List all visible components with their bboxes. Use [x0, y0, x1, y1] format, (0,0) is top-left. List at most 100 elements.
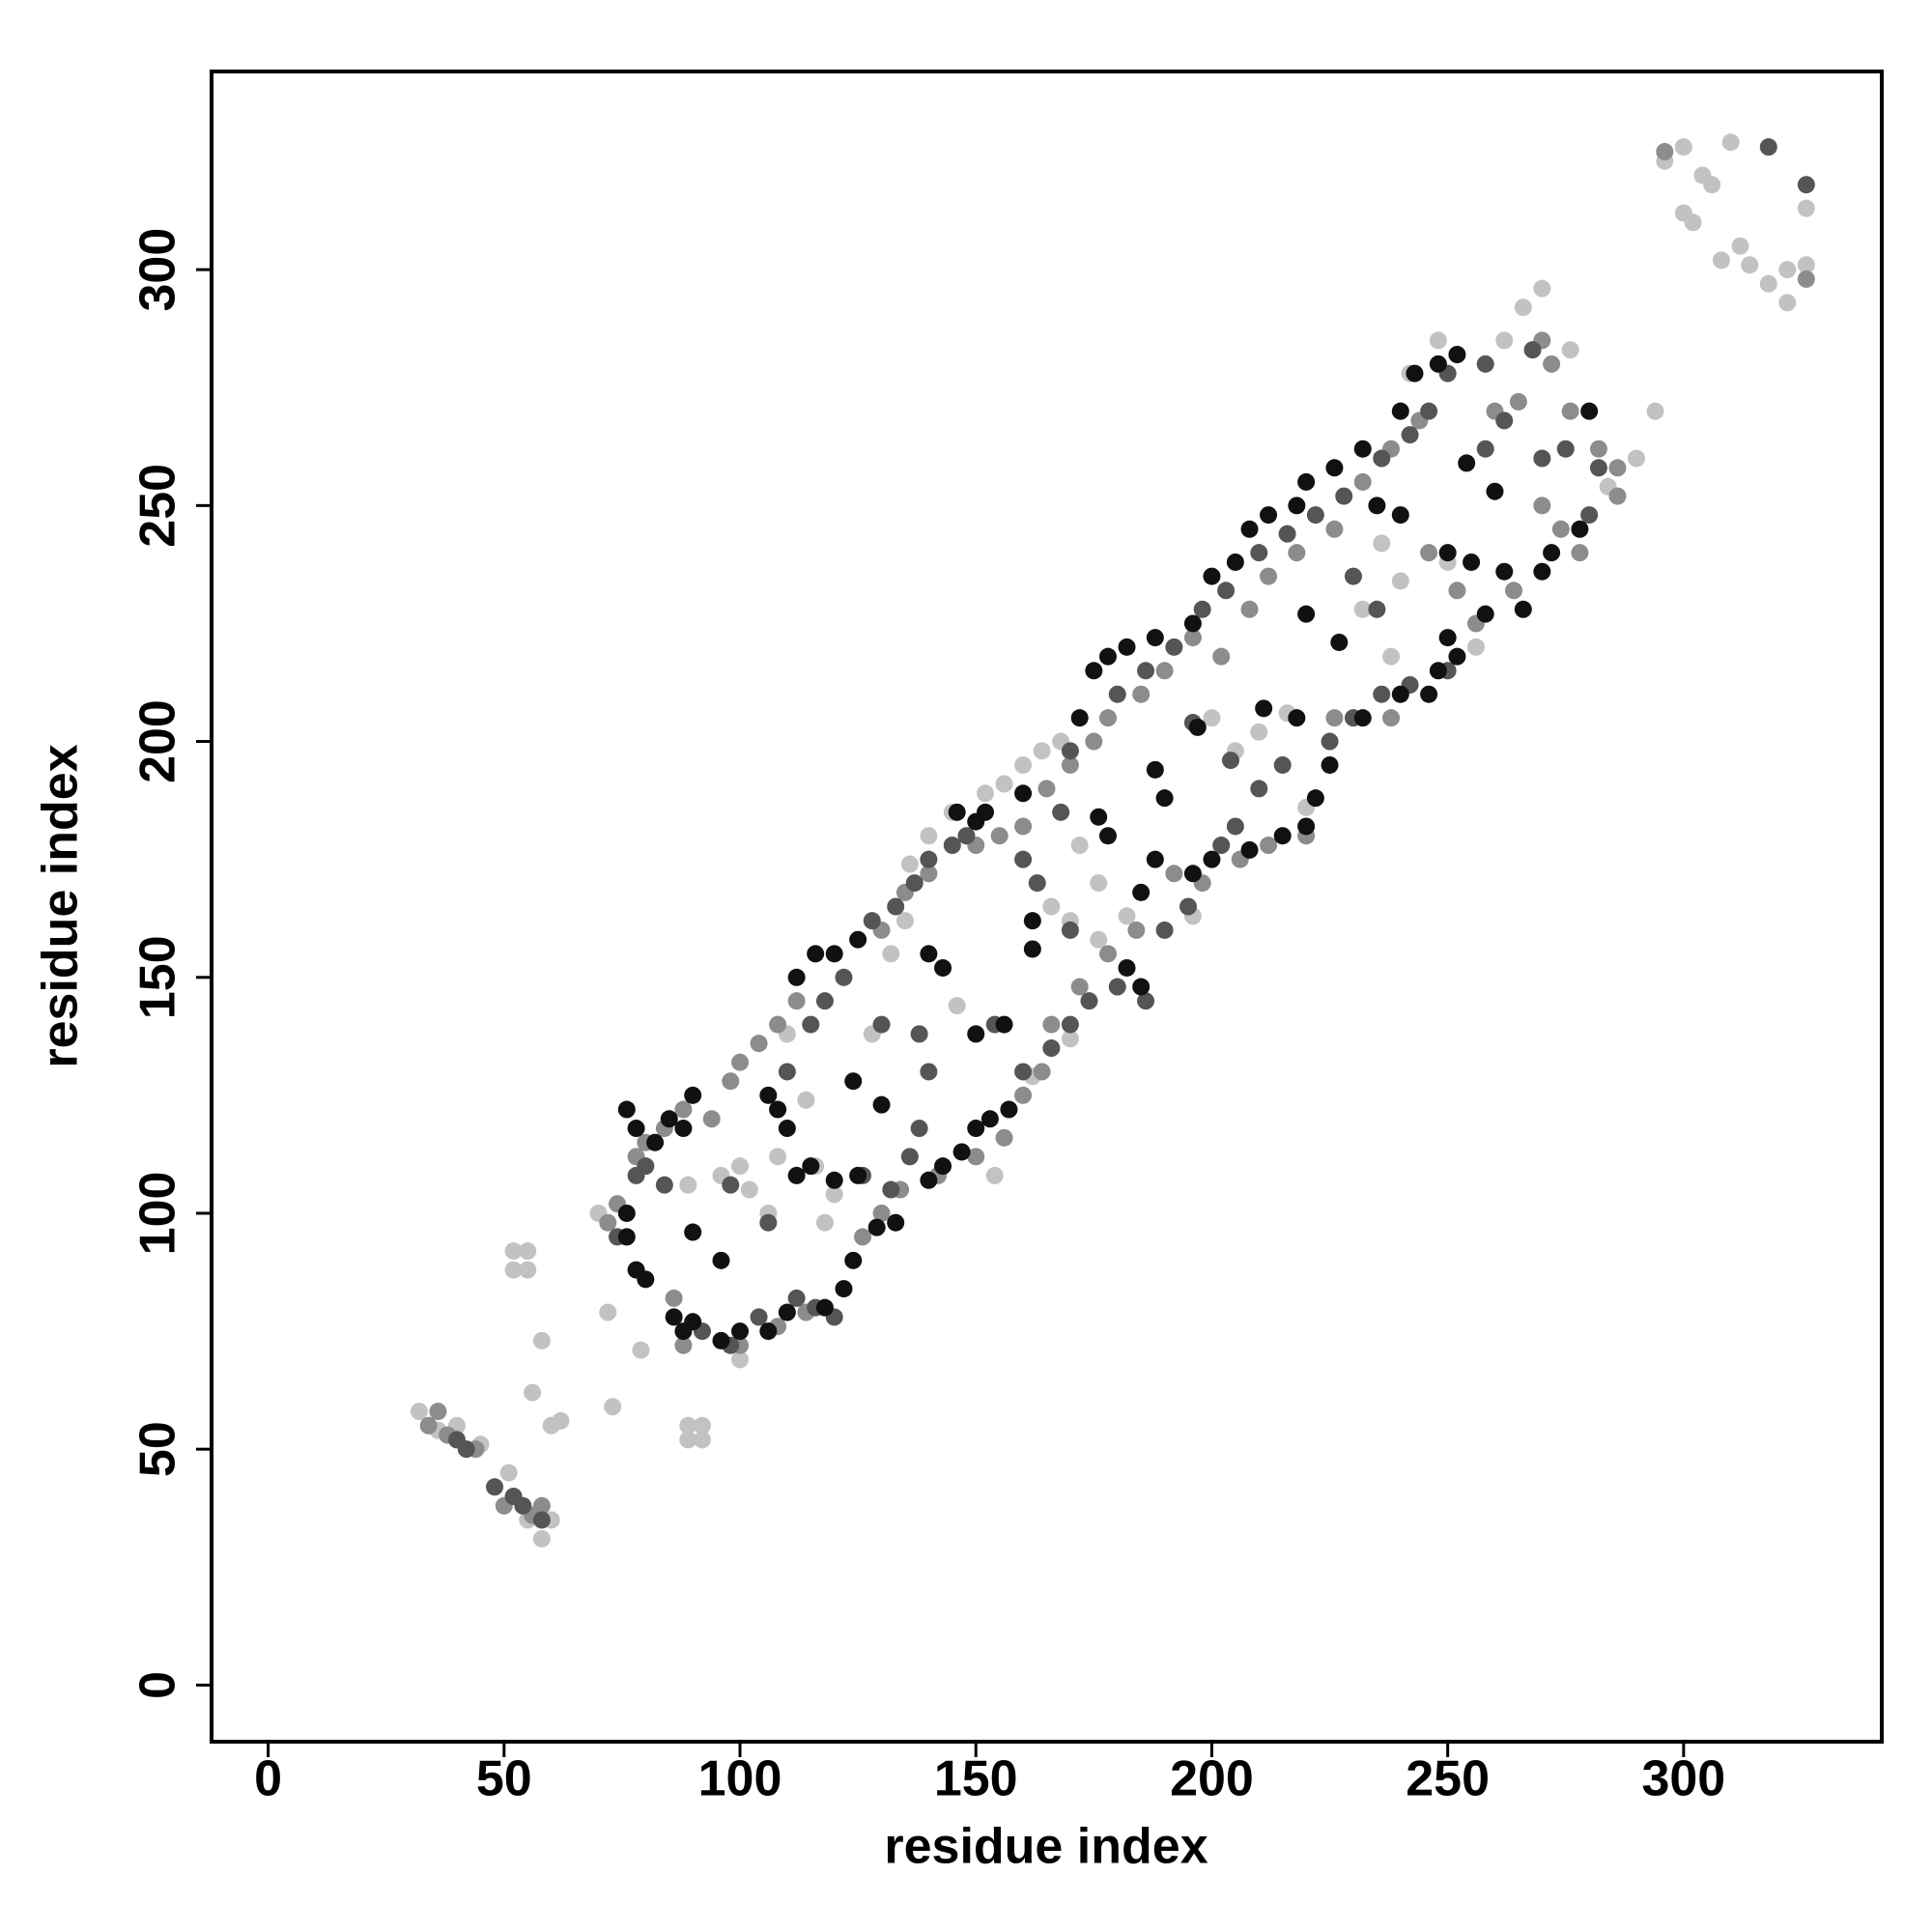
point	[920, 850, 938, 868]
point	[740, 1180, 758, 1199]
x-tick-label: 250	[1406, 1751, 1490, 1807]
point	[1090, 930, 1108, 949]
point	[1533, 497, 1551, 515]
point	[1146, 760, 1164, 779]
point	[632, 1341, 650, 1359]
point	[1226, 553, 1244, 571]
point	[910, 1025, 928, 1043]
point	[665, 1308, 683, 1326]
point	[759, 1086, 778, 1104]
point	[1137, 662, 1155, 680]
x-tick-label: 300	[1641, 1751, 1725, 1807]
point	[1188, 718, 1207, 736]
point	[1420, 544, 1438, 562]
point	[1321, 732, 1339, 751]
point	[1179, 897, 1198, 916]
y-axis-title: residue index	[33, 744, 89, 1067]
point	[787, 1289, 806, 1307]
point	[1273, 755, 1292, 774]
point	[802, 1015, 820, 1034]
point	[787, 1166, 806, 1184]
point	[900, 855, 919, 873]
point	[1203, 567, 1221, 585]
point	[1797, 176, 1815, 194]
point	[665, 1289, 683, 1307]
y-tick-label: 300	[130, 228, 186, 312]
point	[1278, 525, 1296, 543]
point	[1014, 755, 1033, 774]
point	[1061, 1015, 1079, 1034]
point	[1250, 544, 1268, 562]
point	[1406, 364, 1424, 383]
point	[599, 1303, 617, 1321]
point	[920, 1171, 938, 1189]
point	[995, 1015, 1013, 1034]
x-axis-title: residue index	[884, 1819, 1208, 1875]
point	[1476, 605, 1494, 623]
point	[1797, 256, 1815, 274]
point	[887, 1213, 905, 1232]
point	[1014, 1063, 1033, 1081]
point	[952, 1143, 971, 1161]
point	[920, 827, 938, 845]
point	[1391, 506, 1409, 525]
point	[684, 1223, 702, 1241]
point	[1344, 567, 1362, 585]
point	[1797, 270, 1815, 288]
point	[693, 1431, 711, 1449]
point	[1580, 402, 1599, 420]
point	[1628, 449, 1646, 468]
point	[1250, 723, 1268, 741]
point	[1420, 402, 1438, 420]
point	[679, 1416, 697, 1435]
point	[1090, 874, 1108, 893]
point	[1656, 143, 1674, 161]
point	[905, 874, 923, 893]
point	[867, 1218, 886, 1236]
point	[722, 1176, 740, 1194]
point	[1429, 662, 1447, 680]
point	[1448, 582, 1466, 600]
point	[1543, 355, 1561, 373]
point	[1165, 865, 1183, 883]
point	[1297, 472, 1316, 491]
point	[1288, 709, 1306, 727]
point	[1721, 133, 1740, 152]
point	[1330, 633, 1349, 651]
point	[1085, 732, 1103, 751]
point	[1495, 331, 1514, 350]
point	[1533, 279, 1551, 298]
point	[1098, 647, 1117, 666]
point	[1325, 520, 1344, 538]
y-tick-label: 0	[130, 1671, 186, 1699]
point	[604, 1398, 622, 1416]
point	[1297, 605, 1316, 623]
point	[1146, 850, 1164, 868]
point	[920, 1063, 938, 1081]
point	[684, 1086, 702, 1104]
point	[957, 827, 976, 845]
point	[1561, 402, 1579, 420]
point	[1240, 520, 1259, 538]
point	[1108, 685, 1126, 703]
point	[1391, 402, 1409, 420]
point	[815, 992, 834, 1010]
point	[1514, 298, 1532, 317]
point	[1382, 647, 1401, 666]
point	[934, 1157, 952, 1176]
point	[1486, 482, 1504, 500]
x-tick-label: 150	[934, 1751, 1018, 1807]
point	[825, 945, 843, 963]
point	[1250, 780, 1268, 798]
point	[1306, 789, 1324, 808]
point	[731, 1322, 750, 1341]
point	[1221, 752, 1239, 770]
point	[1561, 341, 1579, 359]
point	[1448, 346, 1466, 364]
x-tick-label: 200	[1170, 1751, 1254, 1807]
point	[731, 1053, 750, 1071]
point	[1070, 709, 1089, 727]
point	[1028, 874, 1046, 893]
point	[797, 1091, 815, 1109]
point	[1608, 487, 1627, 505]
